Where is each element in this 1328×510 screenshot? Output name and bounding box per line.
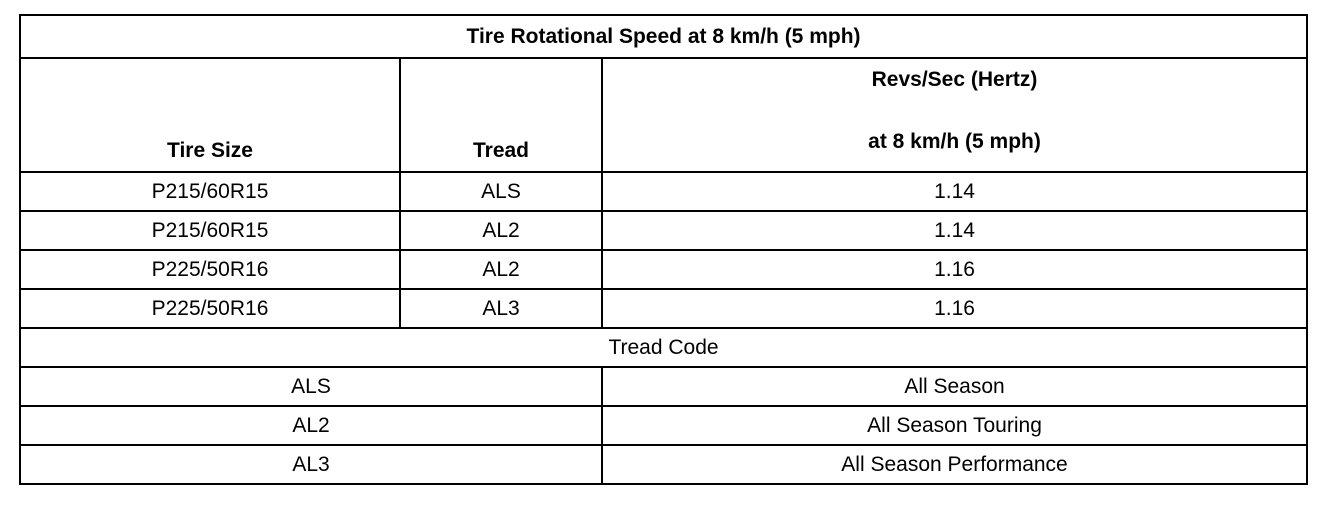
- tire-size-cell: P215/60R15: [19, 210, 401, 251]
- header-tire-size: Tire Size: [19, 57, 401, 173]
- tread-code-row: ALS All Season: [19, 366, 1309, 407]
- tread-code-title: Tread Code: [18, 327, 1309, 368]
- tread-cell: AL2: [399, 249, 603, 290]
- header-row: Tire Size Tread Revs/Sec (Hertz) at 8 km…: [19, 57, 1309, 173]
- tire-rotational-speed-table: Tire Rotational Speed at 8 km/h (5 mph) …: [18, 14, 1309, 485]
- tread-code-cell: AL2: [19, 405, 603, 446]
- header-tread: Tread: [399, 57, 603, 173]
- revs-cell: 1.16: [600, 288, 1309, 329]
- tread-description-cell: All Season Performance: [600, 444, 1309, 485]
- table-row: P225/50R16 AL3 1.16: [19, 288, 1309, 329]
- table-row: P225/50R16 AL2 1.16: [19, 249, 1309, 290]
- table-row: P215/60R15 ALS 1.14: [19, 171, 1309, 212]
- tread-description-cell: All Season: [600, 366, 1309, 407]
- title-row: Tire Rotational Speed at 8 km/h (5 mph): [18, 14, 1309, 59]
- header-revs-line2: at 8 km/h (5 mph): [868, 130, 1041, 154]
- revs-cell: 1.14: [600, 171, 1309, 212]
- header-revs: Revs/Sec (Hertz) at 8 km/h (5 mph): [600, 57, 1309, 173]
- tread-code-cell: ALS: [19, 366, 603, 407]
- tread-cell: AL2: [399, 210, 603, 251]
- tire-size-cell: P225/50R16: [19, 249, 401, 290]
- tread-cell: AL3: [399, 288, 603, 329]
- tread-cell: ALS: [399, 171, 603, 212]
- table-row: P215/60R15 AL2 1.14: [19, 210, 1309, 251]
- header-revs-line1: Revs/Sec (Hertz): [871, 68, 1038, 91]
- table-title: Tire Rotational Speed at 8 km/h (5 mph): [18, 14, 1309, 59]
- tread-code-title-row: Tread Code: [18, 327, 1309, 368]
- tire-size-cell: P225/50R16: [19, 288, 401, 329]
- revs-cell: 1.14: [600, 210, 1309, 251]
- tire-size-cell: P215/60R15: [19, 171, 401, 212]
- tread-code-row: AL3 All Season Performance: [19, 444, 1309, 485]
- tread-code-cell: AL3: [19, 444, 603, 485]
- revs-cell: 1.16: [600, 249, 1309, 290]
- tread-description-cell: All Season Touring: [600, 405, 1309, 446]
- tread-code-row: AL2 All Season Touring: [19, 405, 1309, 446]
